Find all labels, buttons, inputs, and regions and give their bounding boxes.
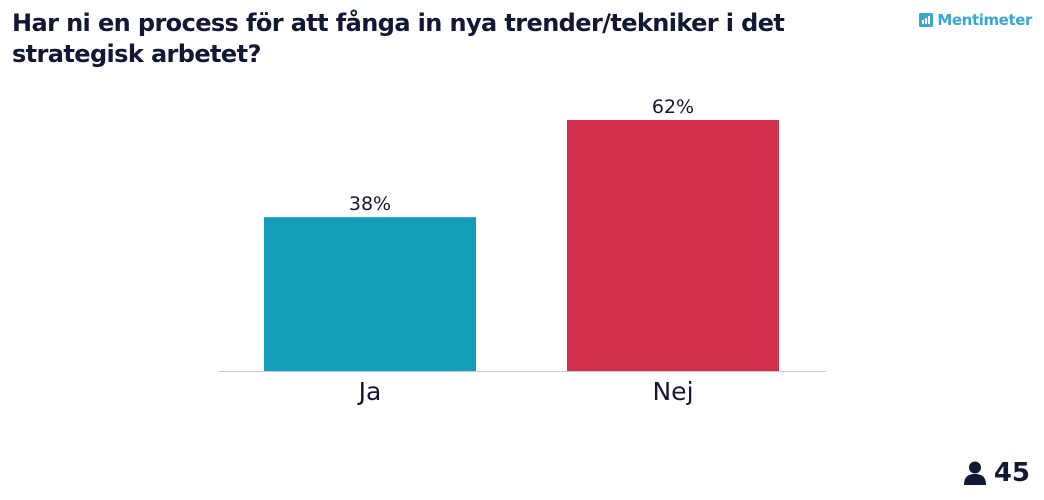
value-label-nej: 62% [652,96,694,118]
mentimeter-logo: Mentimeter [919,11,1032,29]
question-title: Har ni en process för att fånga in nya t… [12,9,785,68]
bar-ja [264,217,476,371]
user-icon [963,461,986,485]
bar-nej [567,120,779,371]
participants-counter: 45 [963,458,1030,488]
category-label-ja: Ja [357,377,382,406]
category-label-nej: Nej [652,377,693,406]
mentimeter-bars-icon [919,13,934,27]
value-label-ja: 38% [349,193,391,215]
participants-count: 45 [993,458,1030,488]
brand-name: Mentimeter [937,11,1032,29]
